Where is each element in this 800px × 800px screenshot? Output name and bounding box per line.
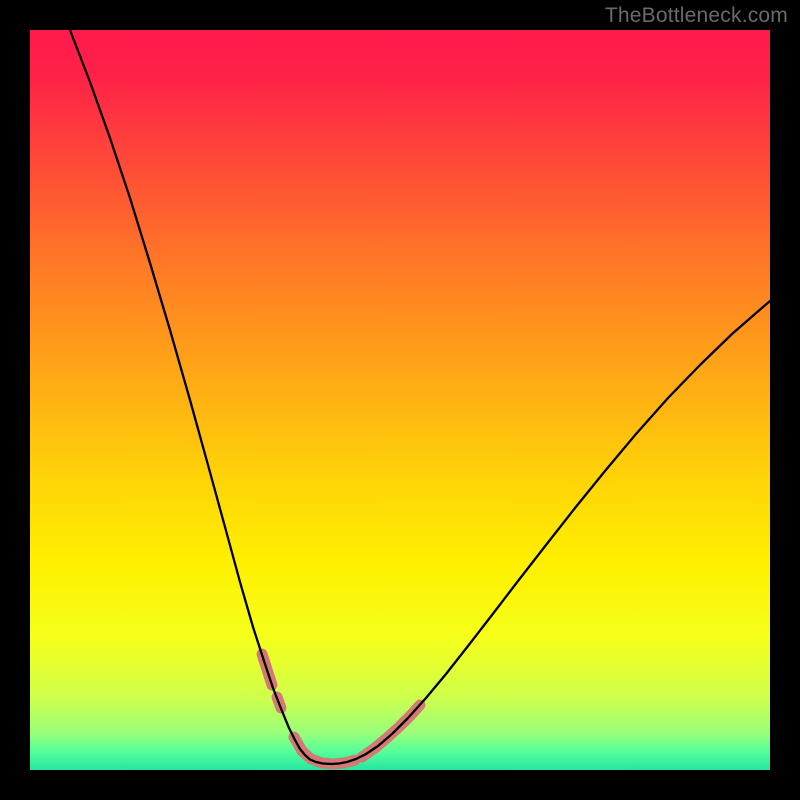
- watermark-label: TheBottleneck.com: [605, 4, 788, 28]
- chart-frame: { "watermark": "TheBottleneck.com", "wat…: [0, 0, 800, 800]
- chart-svg: [30, 30, 770, 770]
- gradient-background: [30, 30, 770, 770]
- chart-plot-area: [30, 30, 770, 770]
